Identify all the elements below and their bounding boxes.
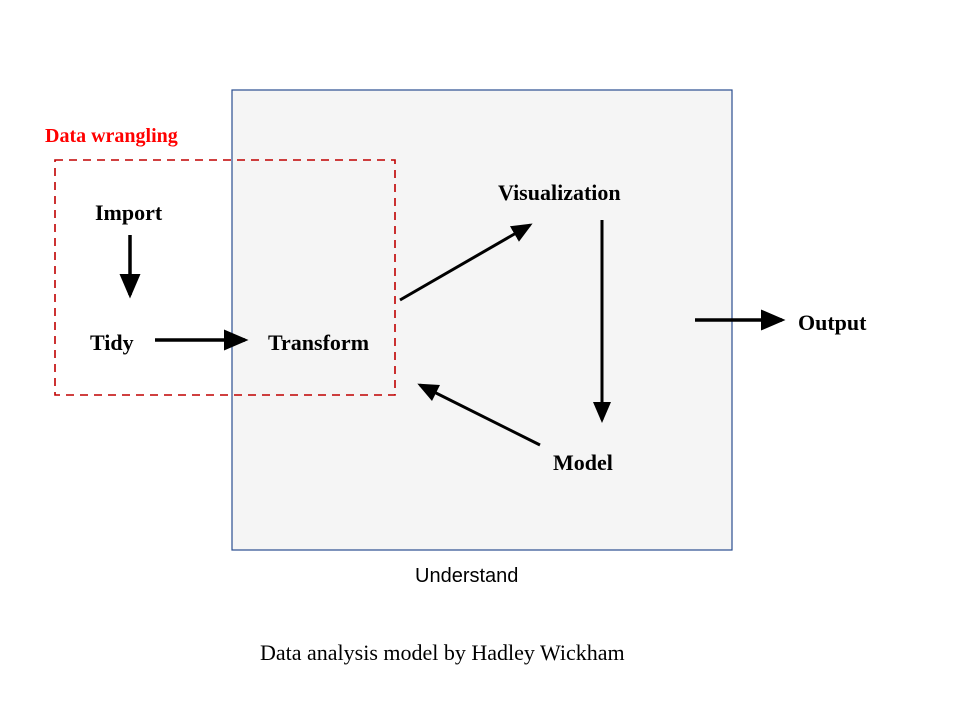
diagram-svg: [0, 0, 960, 720]
caption: Data analysis model by Hadley Wickham: [260, 640, 625, 666]
node-model: Model: [553, 450, 613, 476]
understand-label: Understand: [415, 565, 518, 588]
node-transform: Transform: [268, 330, 369, 356]
diagram-stage: Data wrangling Import Tidy Transform Vis…: [0, 0, 960, 720]
wrangling-title: Data wrangling: [45, 125, 178, 148]
node-import: Import: [95, 200, 162, 226]
node-output: Output: [798, 310, 866, 336]
node-visualization: Visualization: [498, 180, 621, 206]
understand-box: [232, 90, 732, 550]
node-tidy: Tidy: [90, 330, 134, 356]
